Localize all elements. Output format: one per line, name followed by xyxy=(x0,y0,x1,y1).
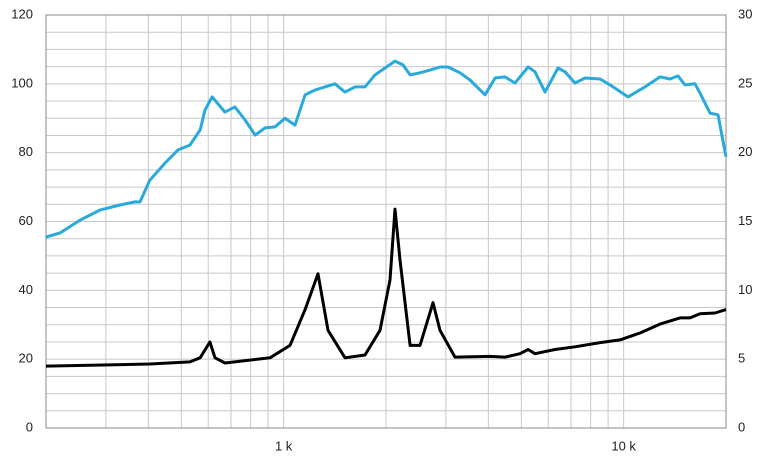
y-tick-label: 60 xyxy=(19,213,33,228)
y2-tick-label: 0 xyxy=(738,419,745,434)
x-tick-label: 10 k xyxy=(611,438,636,453)
plot-frame xyxy=(45,14,727,429)
x-tick-label: 1 k xyxy=(275,438,293,453)
line-series xyxy=(45,59,728,239)
line-series xyxy=(45,207,727,368)
y2-tick-label: 5 xyxy=(738,351,745,366)
y2-tick-label: 10 xyxy=(738,282,752,297)
y-tick-label: 80 xyxy=(19,144,33,159)
y-tick-label: 20 xyxy=(19,351,33,366)
y-tick-label: 120 xyxy=(11,6,33,21)
y2-tick-label: 15 xyxy=(738,213,752,228)
y2-tick-label: 30 xyxy=(738,6,752,21)
y-tick-label: 100 xyxy=(11,75,33,90)
y2-tick-label: 20 xyxy=(738,144,752,159)
y-tick-label: 0 xyxy=(26,419,33,434)
y-tick-label: 40 xyxy=(19,282,33,297)
y2-tick-label: 25 xyxy=(738,75,752,90)
